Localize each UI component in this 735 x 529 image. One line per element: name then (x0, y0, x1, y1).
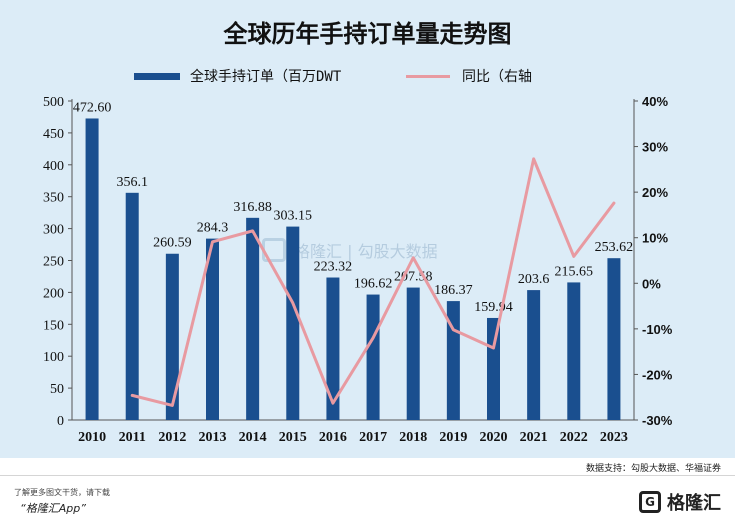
bar-data-label: 196.62 (354, 277, 393, 292)
bars (85, 118, 621, 420)
bar-data-label: 356.1 (116, 175, 148, 190)
bar (487, 317, 500, 420)
bar-data-label: 316.88 (233, 200, 272, 215)
x-tick-label: 2010 (78, 430, 106, 445)
y-left-tick-label: 350 (43, 191, 64, 206)
bar (527, 290, 541, 420)
yoy-line (130, 157, 616, 407)
y-right-tick-label: -30% (642, 413, 673, 428)
bar (607, 258, 621, 420)
x-tick-label: 2017 (359, 430, 387, 445)
y-right-tick-label: -20% (642, 367, 673, 382)
bar (246, 217, 260, 420)
bar (286, 226, 300, 420)
bar (366, 294, 380, 420)
footer-app-name: “格隆汇App” (20, 502, 86, 515)
legend-bar-label: 全球手持订单（百万DWT (190, 69, 342, 85)
bar (165, 253, 179, 420)
y-right-tick-label: 20% (642, 185, 668, 200)
x-tick-label: 2011 (119, 430, 146, 445)
y-right-tick-label: 30% (642, 140, 668, 155)
bar-data-label: 215.65 (555, 264, 594, 279)
legend-bar-series: 全球手持订单（百万DWT (134, 66, 341, 86)
y-left-tick-label: 200 (43, 286, 64, 301)
bar-data-label: 260.59 (153, 236, 192, 251)
y-left-tick-label: 400 (43, 159, 64, 174)
brand-logo-icon: G (639, 491, 661, 513)
y-left-tick-label: 250 (43, 255, 64, 270)
bar (125, 192, 139, 420)
y-left-tick-label: 50 (50, 382, 64, 397)
y-right-tick-label: 0% (642, 276, 661, 291)
footer-download-hint: 了解更多图文干货，请下载 (14, 488, 110, 497)
x-tick-label: 2018 (399, 430, 427, 445)
x-tick-label: 2012 (158, 430, 186, 445)
source-note: 数据支持：勾股大数据、华福证券 (585, 464, 721, 474)
brand-name: 格隆汇 (667, 493, 721, 514)
brand-logo: G 格隆汇 (639, 489, 721, 515)
watermark-text: 格隆汇 | 勾股大数据 (294, 242, 438, 261)
chart-title: 全球历年手持订单量走势图 (223, 20, 512, 48)
bar-data-label: 284.3 (197, 221, 229, 236)
bar (206, 238, 219, 420)
bar-data-label: 303.15 (274, 209, 313, 224)
legend-bar-swatch (134, 72, 180, 80)
y-left-tick-label: 150 (43, 318, 64, 333)
tick-labels: 0 50 100 150 200 250 300 350 400 450 500 -30% -20% -1… (43, 94, 673, 445)
bar (85, 118, 99, 420)
bar-data-label: 472.60 (73, 100, 112, 115)
y-left-tick-label: 500 (43, 95, 64, 110)
x-tick-label: 2014 (239, 430, 267, 445)
bar-data-label: 253.62 (595, 240, 634, 255)
y-right-tick-label: -10% (642, 322, 673, 337)
legend-line-label: 同比（右轴 (462, 69, 532, 85)
legend-line-swatch (406, 74, 450, 78)
y-left-tick-label: 450 (43, 127, 64, 142)
y-right-tick-label: 10% (642, 231, 668, 246)
y-right-tick-label: 40% (642, 94, 668, 109)
bar (567, 282, 581, 420)
x-tick-label: 2013 (199, 430, 227, 445)
axes (68, 99, 638, 421)
y-left-tick-label: 100 (43, 350, 64, 365)
bar (326, 277, 340, 420)
bar-data-label: 223.32 (314, 260, 353, 275)
legend-line-series: 同比（右轴 (406, 66, 532, 86)
bar-data-label: 186.37 (434, 283, 473, 298)
x-tick-label: 2016 (319, 430, 347, 445)
x-tick-label: 2021 (520, 430, 548, 445)
bar-data-label: 203.6 (518, 272, 550, 287)
bar (406, 287, 420, 420)
bar-data-label: 159.94 (474, 300, 513, 315)
y-left-tick-label: 0 (57, 414, 64, 429)
x-tick-label: 2015 (279, 430, 307, 445)
x-tick-label: 2020 (480, 430, 508, 445)
footer-divider (0, 475, 735, 476)
x-tick-label: 2022 (560, 430, 588, 445)
x-tick-label: 2023 (600, 430, 628, 445)
x-tick-label: 2019 (439, 430, 467, 445)
y-left-tick-label: 300 (43, 223, 64, 238)
